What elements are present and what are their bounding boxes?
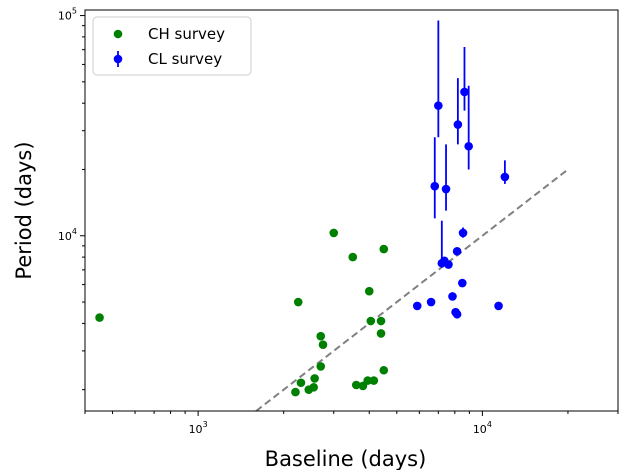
ch-survey-point	[376, 329, 386, 338]
ch-survey-point	[316, 362, 326, 371]
y-axis-label: Period (days)	[12, 141, 36, 279]
ch-survey-point	[364, 286, 374, 296]
y-tick-label: 105	[58, 7, 77, 23]
ch-survey-point	[310, 374, 319, 383]
ch-survey-point	[293, 297, 303, 307]
ch-survey-point	[95, 313, 104, 322]
ch-survey-point	[366, 316, 376, 326]
ch-survey-point	[296, 378, 306, 388]
cl-survey-point	[448, 292, 457, 301]
y-tick-label: 104	[58, 227, 77, 243]
cl-survey-point	[412, 301, 422, 311]
ch-survey-point	[316, 331, 326, 341]
ch-survey-point	[329, 228, 339, 238]
legend-box	[92, 16, 252, 76]
reference-line	[255, 168, 569, 411]
cl-survey-point	[494, 301, 503, 311]
cl-survey-point	[458, 228, 468, 238]
cl-survey-point	[452, 309, 462, 319]
plot-area	[95, 20, 569, 411]
legend-label-cl: CL survey	[148, 50, 222, 68]
cl-survey-point	[441, 184, 451, 194]
ch-survey-point	[348, 252, 358, 262]
ch-survey-point	[379, 365, 389, 375]
x-tick-label: 104	[473, 420, 492, 436]
cl-survey-point	[426, 297, 436, 307]
legend-marker-cl	[113, 54, 123, 64]
ch-survey-point	[376, 316, 386, 326]
cl-survey-point	[460, 87, 469, 97]
ch-survey-point	[309, 383, 318, 392]
ch-survey-point	[291, 387, 300, 397]
ch-survey-point	[318, 340, 328, 350]
x-axis-label: Baseline (days)	[265, 447, 427, 470]
cl-survey-point	[452, 246, 462, 256]
cl-survey-point	[458, 278, 467, 288]
cl-survey-point	[464, 141, 473, 151]
x-tick-label: 103	[189, 420, 208, 436]
cl-survey-point	[434, 101, 443, 110]
plot-frame	[84, 9, 619, 412]
cl-survey-point	[500, 172, 510, 182]
axes: 103 104 104 105	[58, 7, 619, 436]
ch-survey-point	[369, 376, 379, 385]
legend: CH survey CL survey	[92, 16, 252, 76]
cl-survey-point	[453, 120, 463, 129]
ch-survey-point	[351, 380, 361, 390]
ch-survey-point	[379, 244, 389, 254]
cl-survey-point	[430, 181, 440, 191]
cl-survey-point	[444, 260, 453, 269]
ch-survey-point	[363, 376, 373, 385]
legend-label-ch: CH survey	[148, 25, 225, 43]
legend-marker-ch	[113, 29, 123, 39]
